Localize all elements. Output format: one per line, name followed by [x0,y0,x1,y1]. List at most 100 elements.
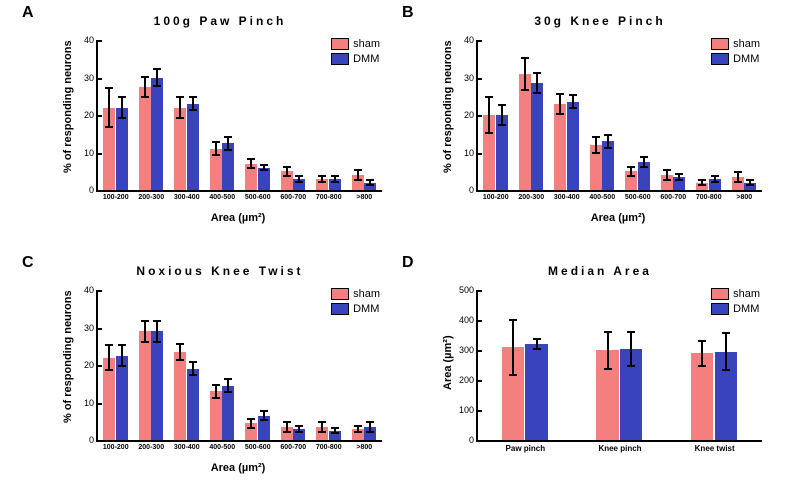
chart-area: 010203040100-200200-300300-400400-500500… [96,290,382,442]
x-tick: 600-700 [660,190,686,201]
error-bar [144,320,146,343]
x-tick: 200-300 [138,190,164,201]
x-tick: >800 [356,190,372,201]
error-bar [607,331,609,370]
chart-title: Noxious Knee Twist [50,264,390,278]
x-tick: >800 [736,190,752,201]
y-axis-label: Area (µm²) [442,335,454,390]
bar-dmm [187,369,199,440]
x-tick: 400-500 [589,190,615,201]
bar-sham [139,331,151,440]
error-bar [714,175,716,183]
bar-sham [174,352,186,440]
bar-dmm [531,83,543,190]
y-tick: 500 [459,285,478,295]
error-bar [678,173,680,181]
error-bar [357,169,359,180]
x-tick: 700-800 [316,440,342,451]
x-tick: 100-200 [483,190,509,201]
error-bar [286,421,288,432]
figure-grid: A100g Paw PinchshamDMM010203040100-20020… [0,0,800,501]
error-bar [263,164,265,172]
y-tick: 100 [459,405,478,415]
error-bar [227,136,229,151]
bar-dmm [496,115,508,190]
y-tick: 40 [464,35,478,45]
y-tick: 30 [84,73,98,83]
error-bar [215,384,217,399]
bar-dmm [525,344,547,440]
error-bar [298,175,300,183]
y-tick: 400 [459,315,478,325]
chart-area: 010203040100-200200-300300-400400-500500… [476,40,762,192]
x-tick: 100-200 [103,190,129,201]
error-bar [321,421,323,432]
panel-label-a: A [22,4,34,22]
y-tick: 40 [84,35,98,45]
panel-c: CNoxious Knee TwistshamDMM010203040100-2… [50,260,390,480]
error-bar [179,343,181,362]
bar-dmm [187,104,199,190]
error-bar [334,175,336,183]
x-axis-label: Area (µm²) [96,462,380,474]
x-tick: 700-800 [316,190,342,201]
error-bar [121,344,123,367]
y-tick: 30 [464,73,478,83]
error-bar [156,68,158,87]
error-bar [501,104,503,127]
x-tick: 200-300 [518,190,544,201]
error-bar [701,340,703,367]
error-bar [559,93,561,116]
chart-area: 010203040100-200200-300300-400400-500500… [96,40,382,192]
panel-b: B30g Knee PinchshamDMM010203040100-20020… [430,10,770,230]
bar-dmm [567,102,579,190]
y-tick: 300 [459,345,478,355]
error-bar [250,418,252,429]
x-tick: 400-500 [209,190,235,201]
bar-sham [554,104,566,190]
x-tick: Knee pinch [598,440,641,453]
error-bar [536,338,538,350]
x-tick: 300-400 [174,190,200,201]
panel-label-c: C [22,254,34,272]
y-tick: 0 [89,435,98,445]
bar-dmm [222,386,234,440]
x-tick: >800 [356,440,372,451]
y-tick: 10 [84,398,98,408]
error-bar [357,425,359,433]
error-bar [179,96,181,119]
error-bar [192,96,194,111]
error-bar [108,344,110,370]
y-tick: 200 [459,375,478,385]
error-bar [250,158,252,169]
error-bar [630,331,632,367]
chart-area: 0100200300400500Paw pinchKnee pinchKnee … [476,290,762,442]
error-bar [749,179,751,187]
error-bar [524,57,526,91]
chart-title: 30g Knee Pinch [430,14,770,28]
error-bar [227,378,229,393]
y-tick: 20 [84,360,98,370]
error-bar [369,421,371,432]
x-axis-label: Area (µm²) [96,212,380,224]
panel-a: A100g Paw PinchshamDMM010203040100-20020… [50,10,390,230]
chart-title: 100g Paw Pinch [50,14,390,28]
error-bar [286,166,288,177]
error-bar [192,361,194,376]
error-bar [737,171,739,182]
error-bar [607,134,609,149]
x-axis-label: Area (µm²) [476,212,760,224]
bar-dmm [151,331,163,440]
x-tick: 600-700 [280,440,306,451]
x-tick: 500-600 [245,440,271,451]
y-tick: 20 [464,110,478,120]
x-tick: Knee twist [695,440,735,453]
error-bar [144,76,146,99]
y-tick: 40 [84,285,98,295]
bar-dmm [151,78,163,191]
error-bar [701,179,703,187]
y-axis-label: % of responding neurons [62,40,74,173]
error-bar [666,169,668,180]
bar-sham [519,74,531,190]
x-tick: 500-600 [625,190,651,201]
